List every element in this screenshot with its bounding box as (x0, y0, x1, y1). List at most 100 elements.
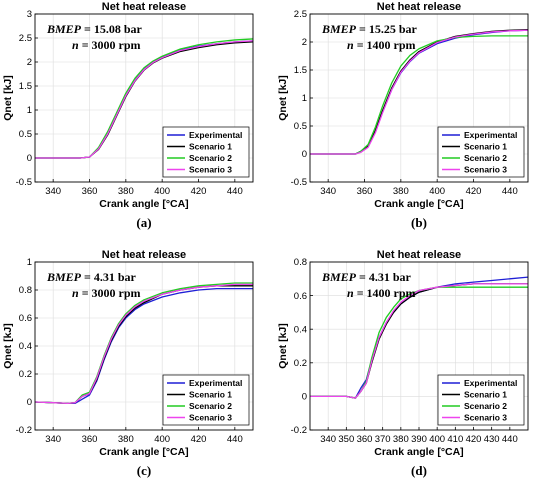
x-tick-label: 420 (466, 434, 482, 445)
annotation-speed: n = 1400 rpm (347, 38, 416, 52)
y-axis-label: Qnet [kJ] (277, 75, 289, 121)
x-tick-label: 380 (118, 434, 134, 445)
y-tick-label: 2 (27, 57, 32, 68)
x-axis-label: Crank angle [°CA] (374, 446, 463, 458)
y-tick-label: 0.5 (19, 129, 32, 140)
legend-entry: Scenario 2 (464, 153, 507, 163)
x-tick-label: 400 (429, 186, 445, 197)
annotation-bmep: BMEP = 15.08 bar (46, 22, 143, 36)
y-tick-label: -0.5 (16, 177, 32, 188)
legend-entry: Scenario 3 (189, 165, 232, 175)
y-axis-label: Qnet [kJ] (277, 323, 289, 369)
y-tick-label: 2.5 (19, 33, 32, 44)
y-tick-label: 0.8 (294, 257, 307, 268)
y-tick-label: 0 (302, 392, 307, 403)
x-axis-label: Crank angle [°CA] (99, 198, 188, 210)
legend-entry: Scenario 3 (189, 413, 232, 423)
y-tick-label: 0.4 (294, 324, 307, 335)
chart-title: Net heat release (377, 249, 461, 261)
y-tick-label: 0.2 (294, 358, 307, 369)
y-tick-label: 0 (27, 397, 32, 408)
annotation-speed: n = 3000 rpm (72, 286, 141, 300)
x-axis-label: Crank angle [°CA] (374, 198, 463, 210)
x-tick-label: 400 (429, 434, 445, 445)
subfigure-label: (c) (137, 463, 151, 478)
series-line-4 (310, 29, 529, 155)
x-tick-label: 430 (484, 434, 500, 445)
x-tick-label: 360 (357, 186, 373, 197)
x-tick-label: 380 (118, 186, 134, 197)
y-axis-label: Qnet [kJ] (2, 323, 14, 369)
x-tick-label: 440 (502, 186, 518, 197)
chart-title: Net heat release (102, 249, 186, 261)
x-tick-label: 440 (227, 434, 243, 445)
x-tick-label: 340 (320, 434, 336, 445)
subfigure-label: (b) (411, 215, 427, 230)
y-tick-label: 1.5 (294, 65, 307, 76)
series-line-4 (34, 283, 253, 405)
annotation-bmep: BMEP = 4.31 bar (46, 270, 137, 284)
x-tick-label: 340 (320, 186, 336, 197)
axes-frame (309, 13, 529, 183)
legend-entry: Scenario 2 (464, 401, 507, 411)
legend-entry: Scenario 1 (189, 390, 232, 400)
y-tick-label: 3 (27, 9, 32, 20)
chart-panel-2: Net heat release -0.5 0 0.5 1 1.5 2 2.5 340 360 38… (277, 1, 529, 230)
x-tick-label: 360 (82, 434, 98, 445)
chart-title: Net heat release (377, 1, 461, 13)
x-tick-label: 380 (393, 434, 409, 445)
y-tick-label: 1 (27, 105, 32, 116)
subfigure-label: (d) (411, 463, 427, 478)
annotation-bmep: BMEP = 4.31 bar (321, 270, 412, 284)
axes-frame (309, 261, 529, 431)
y-tick-label: 2 (302, 37, 307, 48)
legend-entry: Scenario 1 (189, 142, 232, 152)
y-tick-label: 0.4 (19, 341, 32, 352)
chart-title: Net heat release (102, 1, 186, 13)
legend-entry: Scenario 2 (189, 153, 232, 163)
x-tick-label: 420 (191, 186, 207, 197)
legend-entry: Experimental (189, 378, 242, 388)
x-tick-label: 370 (375, 434, 391, 445)
legend-entry: Scenario 3 (464, 413, 507, 423)
x-tick-label: 350 (338, 434, 354, 445)
series-line-4 (310, 283, 528, 399)
y-tick-label: 0 (302, 149, 307, 160)
y-tick-label: 0.6 (294, 291, 307, 302)
axes-frame (34, 261, 254, 431)
y-tick-label: -0.2 (291, 425, 307, 436)
legend-entry: Scenario 1 (464, 142, 507, 152)
y-tick-label: 0.2 (19, 369, 32, 380)
annotation-bmep: BMEP = 15.25 bar (321, 22, 418, 36)
x-tick-label: 390 (411, 434, 427, 445)
x-tick-label: 400 (154, 186, 170, 197)
annotation-speed: n = 3000 rpm (72, 38, 141, 52)
y-tick-label: 1 (27, 257, 32, 268)
chart-panel-3: Net heat release -0.2 0 0.2 0.4 0.6 0.8 1 340 360… (2, 249, 254, 478)
x-tick-label: 380 (393, 186, 409, 197)
x-tick-label: 360 (357, 434, 373, 445)
legend-entry: Scenario 1 (464, 390, 507, 400)
legend-entry: Experimental (464, 378, 517, 388)
x-tick-label: 440 (227, 186, 243, 197)
x-tick-label: 420 (466, 186, 482, 197)
x-tick-label: 400 (154, 434, 170, 445)
x-tick-label: 340 (45, 186, 61, 197)
chart-panel-1: Net heat release -0.5 0 0.5 1 1.5 2 2.5 3 340 360 3… (2, 1, 254, 230)
y-axis-label: Qnet [kJ] (2, 75, 14, 121)
axes-frame (34, 13, 254, 183)
x-tick-label: 420 (191, 434, 207, 445)
y-tick-label: 0.6 (19, 313, 32, 324)
x-tick-label: 360 (82, 186, 98, 197)
y-tick-label: -0.2 (16, 425, 32, 436)
x-tick-label: 340 (45, 434, 61, 445)
y-tick-label: 0.5 (294, 121, 307, 132)
legend-entry: Scenario 3 (464, 165, 507, 175)
y-tick-label: 1.5 (19, 81, 32, 92)
